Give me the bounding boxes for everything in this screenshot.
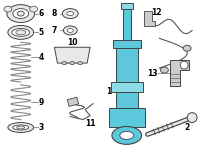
Ellipse shape [17, 11, 24, 16]
Text: 4: 4 [39, 53, 44, 62]
Ellipse shape [183, 45, 191, 51]
Text: 11: 11 [85, 119, 96, 128]
Ellipse shape [63, 26, 77, 35]
Bar [116, 48, 138, 108]
Ellipse shape [13, 125, 29, 130]
Bar [121, 3, 133, 9]
Text: 12: 12 [152, 8, 162, 17]
Circle shape [187, 113, 197, 123]
Text: 6: 6 [39, 9, 44, 18]
Ellipse shape [4, 6, 12, 12]
Ellipse shape [70, 62, 75, 65]
Text: 2: 2 [185, 123, 190, 132]
Ellipse shape [67, 12, 74, 16]
Ellipse shape [8, 25, 34, 39]
Text: 7: 7 [51, 26, 56, 35]
Ellipse shape [78, 62, 83, 65]
Ellipse shape [120, 131, 134, 139]
Text: 9: 9 [39, 98, 44, 107]
Ellipse shape [7, 5, 35, 22]
Ellipse shape [13, 9, 29, 19]
Bar [67, 97, 79, 106]
Ellipse shape [67, 28, 73, 32]
Text: 3: 3 [39, 123, 44, 132]
Bar [113, 40, 141, 48]
Text: 5: 5 [39, 28, 44, 37]
Polygon shape [144, 11, 155, 26]
Ellipse shape [17, 126, 25, 129]
Ellipse shape [62, 62, 67, 65]
Text: 1: 1 [107, 87, 112, 96]
Text: 13: 13 [147, 69, 157, 77]
Ellipse shape [16, 30, 26, 35]
Bar [111, 82, 143, 92]
Bar [109, 108, 145, 127]
Ellipse shape [62, 9, 78, 19]
Ellipse shape [12, 28, 30, 36]
Circle shape [180, 61, 188, 69]
Ellipse shape [112, 127, 142, 144]
Bar [123, 6, 131, 42]
Ellipse shape [8, 123, 34, 132]
Text: 8: 8 [51, 9, 56, 18]
Polygon shape [54, 47, 90, 63]
Text: 10: 10 [67, 38, 78, 47]
Polygon shape [170, 60, 189, 86]
Ellipse shape [30, 6, 38, 12]
Ellipse shape [160, 67, 168, 73]
